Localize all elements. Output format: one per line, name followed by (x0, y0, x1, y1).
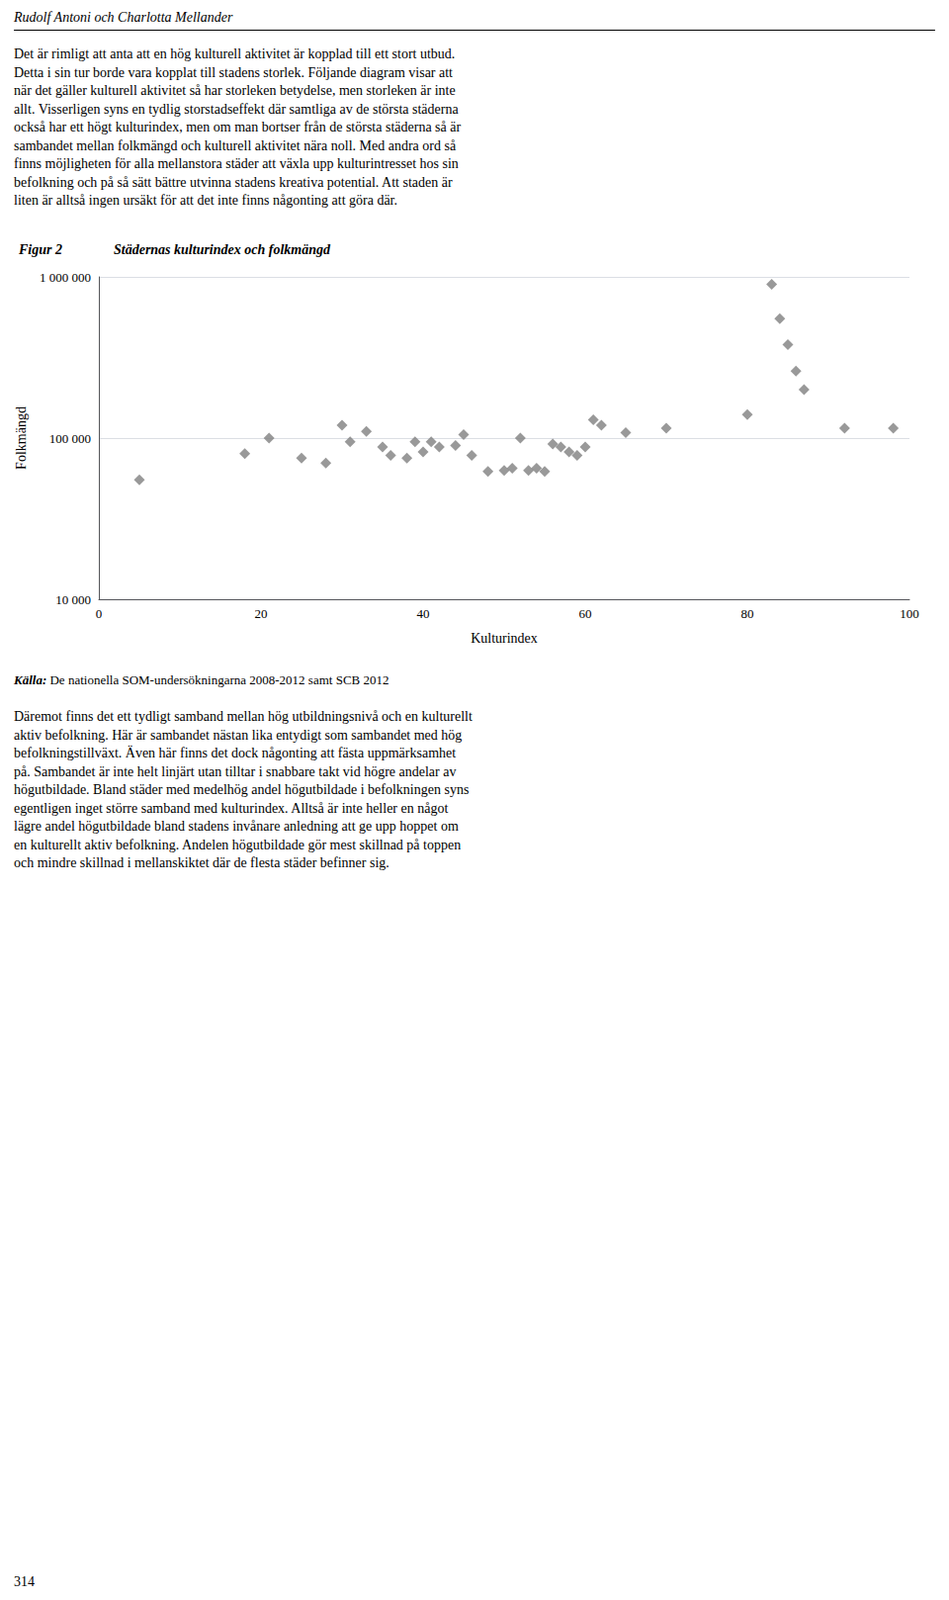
html-text:högutbildade. Bland städer med: högutbildade. Bland städer med medelhög … (13, 781, 469, 797)
svg-text:100: 100 (899, 605, 920, 621)
html-text:lägre andel högutbildade bland: lägre andel högutbildade bland stadens i… (13, 818, 459, 834)
html-text:Däremot finns det ett tydligt: Däremot finns det ett tydligt samband me… (13, 708, 473, 724)
html-text:Rudolf Antoni och Charlotta Me: Rudolf Antoni och Charlotta Mellander (13, 9, 233, 25)
svg-text:60: 60 (579, 605, 593, 621)
html-text:finns möjligheten för alla mel: finns möjligheten för alla mellanstora s… (13, 156, 459, 172)
html-text:aktiv befolkning. Här är samba: aktiv befolkning. Här är sambandet nästa… (13, 727, 462, 742)
html-text:egentligen inget större samban: egentligen inget större samband med kult… (13, 800, 449, 816)
svg-text:100 000: 100 000 (49, 431, 91, 446)
html-text:också har ett högt kulturindex: också har ett högt kulturindex, men om m… (13, 119, 461, 135)
html-text:och mindre skillnad i mellansk: och mindre skillnad i mellanskiktet där … (13, 855, 390, 870)
html-text:befolkning och på så sätt bätt: befolkning och på så sätt bättre utvinna… (13, 174, 453, 190)
svg-text:Figur 2: Figur 2 (17, 242, 63, 258)
svg-text:20: 20 (255, 605, 268, 621)
svg-text:Städernas kulturindex och folk: Städernas kulturindex och folkmängd (113, 242, 332, 258)
svg-text:0: 0 (95, 605, 103, 621)
html-text:liten är alltså ingen ursäkt f: liten är alltså ingen ursäkt för att det… (13, 192, 398, 208)
svg-text:1 000 000: 1 000 000 (39, 269, 91, 285)
svg-text:Kulturindex: Kulturindex (470, 630, 538, 646)
html-text:allt. Visserligen syns en tydl: allt. Visserligen syns en tydlig storsta… (13, 101, 459, 117)
html-text:en kulturellt aktiv befolkning: en kulturellt aktiv befolkning. Andelen … (13, 836, 461, 852)
svg-text:80: 80 (741, 605, 755, 621)
html-text:Det är rimligt att anta att en: Det är rimligt att anta att en hög kultu… (13, 46, 456, 62)
html-text:314: 314 (13, 1573, 35, 1589)
html-text:på. Sambandet är inte helt lin: på. Sambandet är inte helt linjärt utan … (13, 763, 457, 779)
html-text:när det gäller kulturell aktiv: när det gäller kulturell aktivitet så ha… (13, 83, 456, 98)
html-text:Detta i sin tur borde vara kop: Detta i sin tur borde vara kopplat till … (13, 64, 453, 80)
svg-text:40: 40 (417, 605, 431, 621)
svg-text:Folkmängd: Folkmängd (13, 406, 29, 470)
html-text:befolkningstillväxt. Även här: befolkningstillväxt. Även här finns det … (13, 745, 456, 761)
html-text:Källa: De nationella SOM-under: Källa: De nationella SOM-undersökningarn… (13, 672, 389, 688)
html-text:sambandet mellan folkmängd och: sambandet mellan folkmängd och kulturell… (13, 137, 456, 153)
svg-text:10 000: 10 000 (55, 592, 91, 607)
